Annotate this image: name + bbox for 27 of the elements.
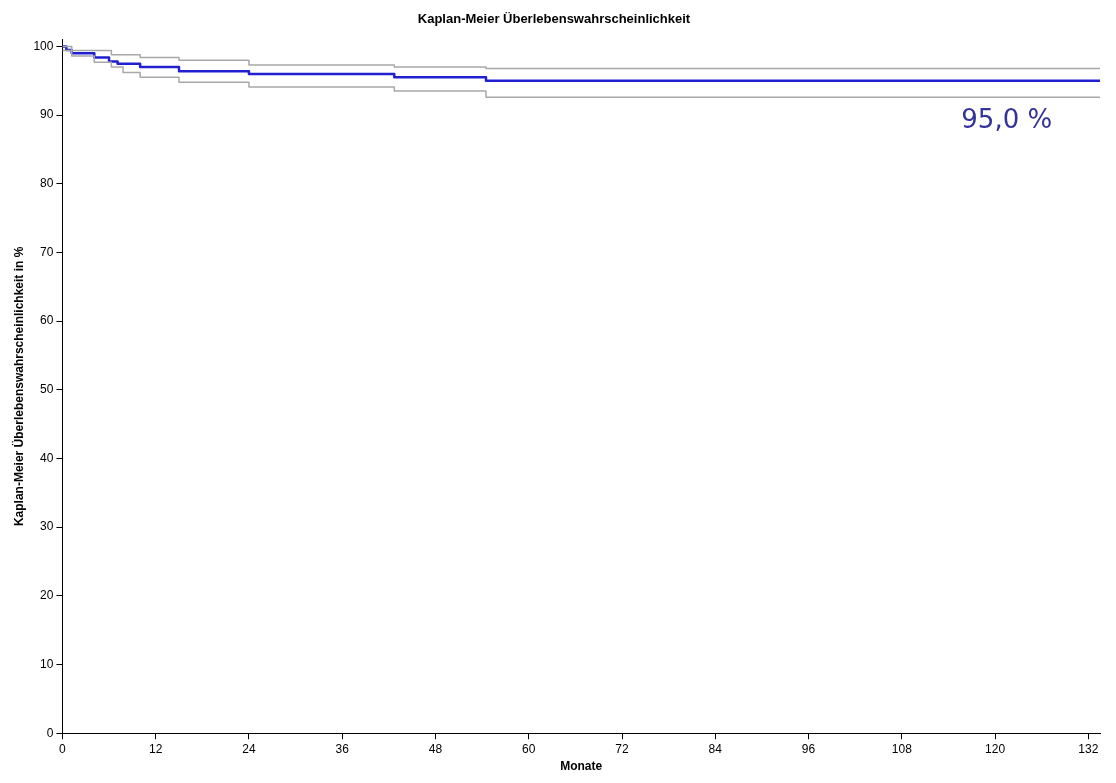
chart-title: Kaplan-Meier Überlebenswahrscheinlichkeit — [417, 11, 691, 27]
x-tick-label: 24 — [242, 741, 256, 756]
annotation: 95,0 % — [961, 103, 1053, 134]
x-tick-label: 120 — [985, 741, 1006, 756]
x-tick-label: 132 — [1078, 741, 1099, 756]
x-tick-label: 60 — [522, 741, 536, 756]
y-tick-label: 30 — [40, 519, 54, 534]
y-tick-label: 10 — [40, 656, 54, 671]
y-tick-label: 60 — [40, 313, 54, 328]
y-tick-label: 90 — [40, 107, 54, 122]
x-tick-label: 0 — [59, 741, 67, 756]
y-tick-label: 40 — [40, 450, 54, 465]
x-axis-title: Monate — [560, 759, 603, 774]
x-tick-label: 48 — [428, 741, 443, 756]
x-tick-label: 96 — [801, 741, 816, 756]
y-tick-label: 70 — [40, 244, 54, 259]
x-tick-label: 108 — [891, 741, 913, 756]
y-tick-label: 80 — [40, 176, 54, 191]
y-tick-label: 0 — [46, 725, 54, 740]
y-tick-label: 100 — [33, 38, 54, 53]
x-tick-label: 84 — [708, 741, 723, 756]
y-tick-label: 20 — [40, 588, 54, 603]
y-axis-title: Kaplan-Meier Überlebenswahrscheinlichkeit in % — [10, 246, 26, 527]
y-tick-label: 50 — [40, 382, 54, 397]
x-tick-label: 72 — [615, 741, 630, 756]
x-tick-label: 12 — [149, 741, 163, 756]
x-tick-label: 36 — [335, 741, 350, 756]
